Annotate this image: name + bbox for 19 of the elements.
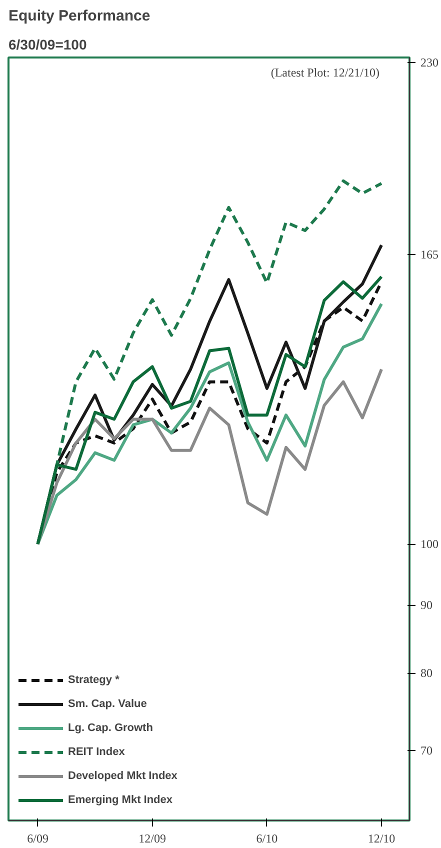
- x-tick-label: 12/10: [368, 832, 396, 846]
- y-tick-label: 100: [420, 537, 438, 552]
- legend-label: REIT Index: [68, 746, 125, 758]
- y-tick-label: 70: [420, 743, 432, 758]
- x-tick-label: 12/09: [138, 832, 166, 846]
- legend-label: Lg. Cap. Growth: [68, 722, 153, 734]
- chart-title: Equity Performance: [8, 8, 150, 24]
- legend-label: Sm. Cap. Value: [68, 698, 147, 710]
- y-tick-label: 90: [420, 598, 432, 612]
- chart-subtitle: 6/30/09=100: [8, 36, 87, 52]
- x-tick-label: 6/10: [256, 832, 278, 846]
- y-tick-label: 165: [420, 248, 438, 262]
- x-tick-label: 6/09: [27, 832, 48, 846]
- legend-label: Developed Mkt Index: [68, 770, 178, 782]
- legend-label: Strategy *: [68, 674, 120, 686]
- annotation: (Latest Plot: 12/21/10): [270, 66, 380, 80]
- y-tick-label: 230: [420, 56, 438, 70]
- legend-label: Emerging Mkt Index: [68, 794, 173, 806]
- y-tick-label: 80: [420, 666, 432, 680]
